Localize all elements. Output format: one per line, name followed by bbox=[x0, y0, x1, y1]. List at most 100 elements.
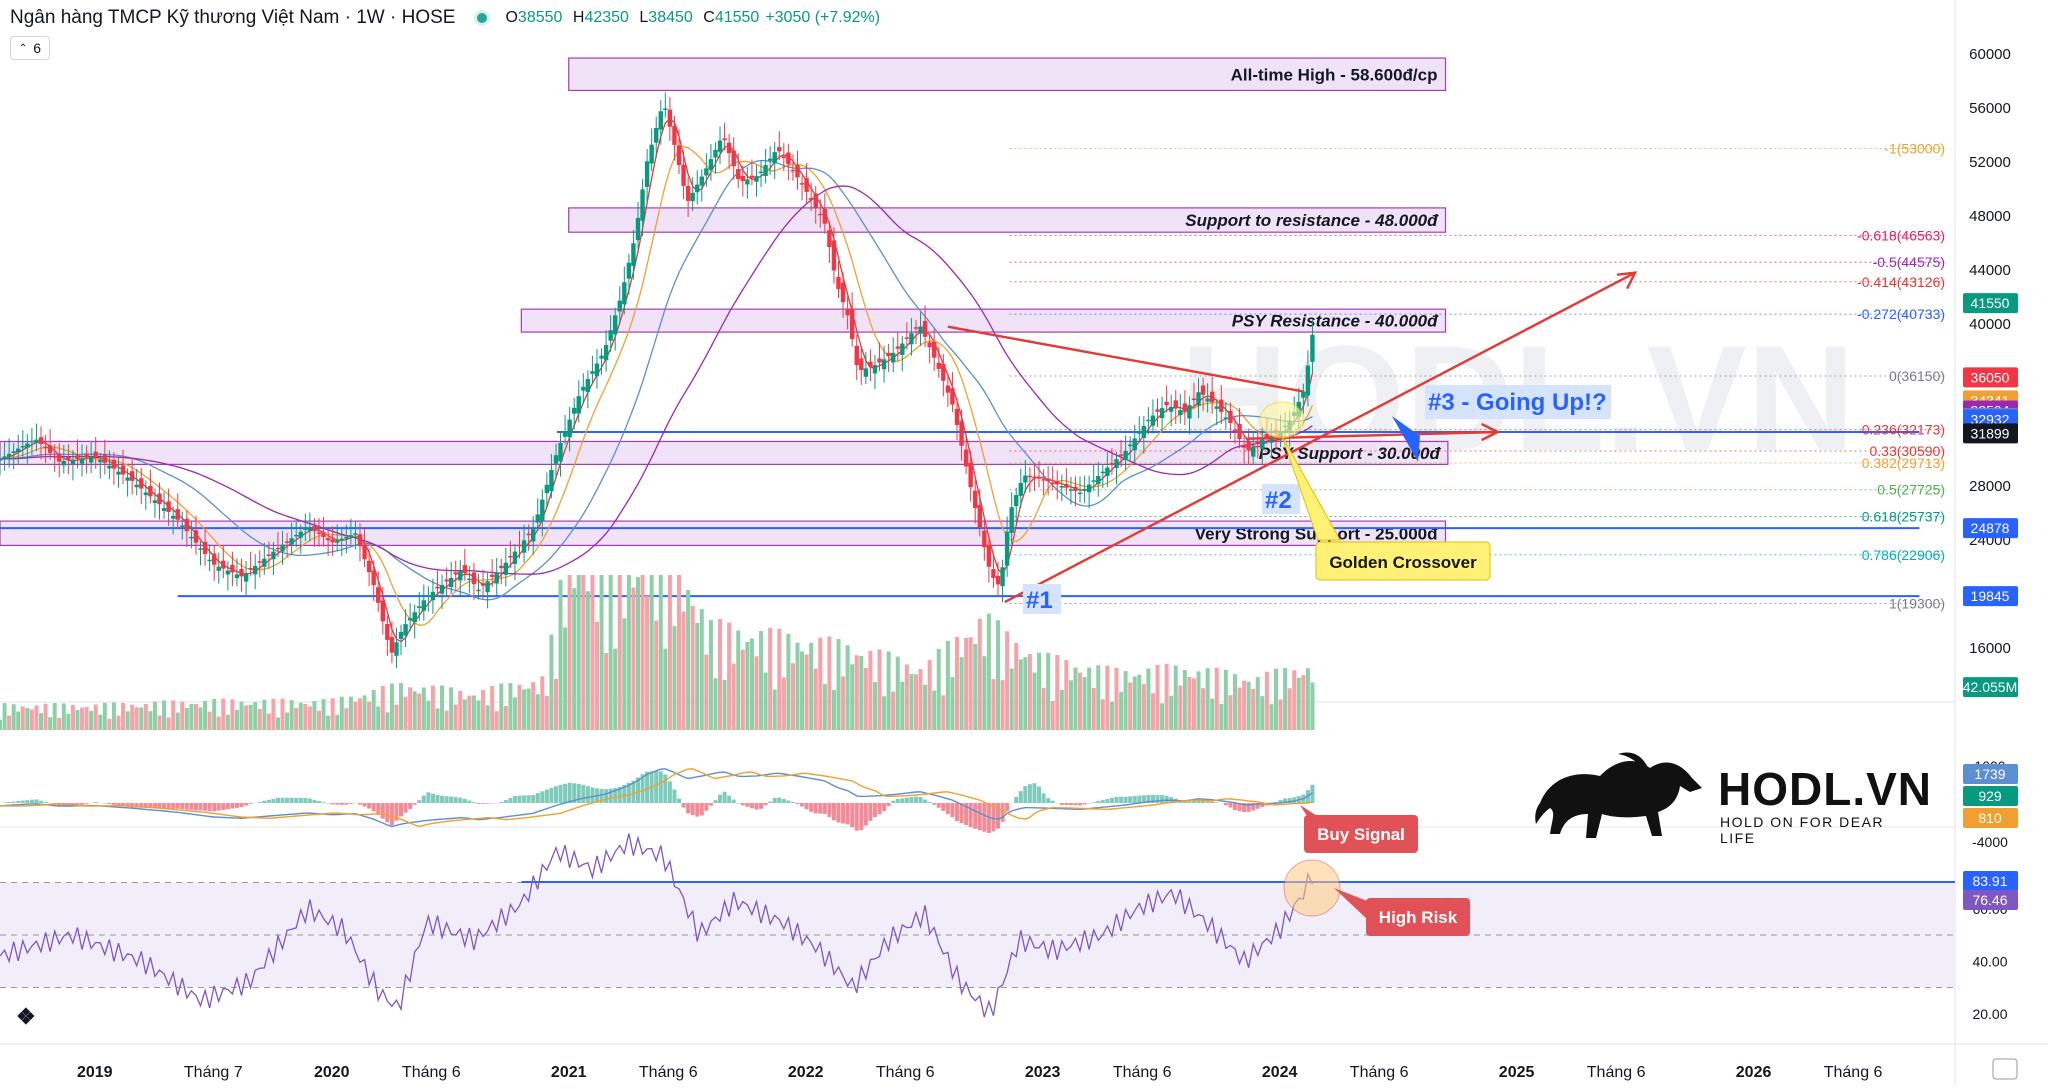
macd-histogram-bar bbox=[508, 798, 512, 803]
macd-histogram-bar bbox=[1215, 802, 1219, 803]
volume-bar bbox=[905, 664, 909, 730]
macd-histogram-bar bbox=[504, 800, 508, 803]
symbol-header: Ngân hàng TMCP Kỹ thương Việt Nam · 1W ·… bbox=[10, 6, 880, 30]
symbol-title[interactable]: Ngân hàng TMCP Kỹ thương Việt Nam · 1W ·… bbox=[10, 7, 455, 29]
volume-bar bbox=[1064, 660, 1068, 730]
candle-body bbox=[344, 537, 348, 539]
volume-bar bbox=[281, 699, 285, 730]
candle-body bbox=[289, 538, 293, 544]
macd-histogram-bar bbox=[522, 795, 526, 803]
candle-body bbox=[677, 145, 681, 165]
candle-body bbox=[1187, 405, 1191, 418]
volume-bar bbox=[121, 703, 125, 730]
candle-body bbox=[526, 534, 530, 536]
volume-bar bbox=[604, 653, 608, 730]
volume-bar bbox=[723, 680, 727, 730]
candle-body bbox=[599, 356, 603, 359]
macd-histogram-bar bbox=[1206, 801, 1210, 803]
volume-bar bbox=[1301, 675, 1305, 730]
macd-histogram-bar bbox=[258, 802, 262, 803]
candle-body bbox=[631, 243, 635, 266]
macd-histogram-bar bbox=[960, 803, 964, 823]
volume-bar bbox=[1046, 653, 1050, 730]
volume-bar bbox=[631, 588, 635, 730]
volume-bar bbox=[1174, 666, 1178, 730]
macd-histogram-bar bbox=[358, 803, 362, 805]
candle-body bbox=[809, 198, 813, 200]
x-tick-label: Tháng 6 bbox=[1350, 1064, 1409, 1081]
macd-histogram-bar bbox=[513, 796, 517, 803]
macd-histogram-bar bbox=[978, 803, 982, 830]
volume-bar bbox=[1078, 673, 1082, 730]
macd-histogram-bar bbox=[850, 803, 854, 827]
volume-bar bbox=[107, 719, 111, 730]
candle-body bbox=[814, 194, 818, 208]
volume-bar bbox=[978, 619, 982, 730]
candle-body bbox=[513, 552, 517, 564]
macd-histogram-bar bbox=[1224, 803, 1228, 805]
volume-bar bbox=[1124, 671, 1128, 730]
candle-body bbox=[66, 457, 70, 460]
candle-body bbox=[845, 309, 849, 315]
candle-body bbox=[800, 183, 804, 185]
volume-bar bbox=[559, 580, 563, 730]
candle-body bbox=[859, 358, 863, 370]
volume-bar bbox=[12, 704, 16, 730]
candle-body bbox=[98, 460, 102, 462]
candle-body bbox=[563, 431, 567, 437]
zone-label: Support to resistance - 48.000đ bbox=[1185, 211, 1439, 230]
candle-body bbox=[476, 590, 480, 592]
macd-histogram-bar bbox=[1078, 803, 1082, 805]
volume-bar bbox=[1092, 688, 1096, 730]
candle-body bbox=[1133, 438, 1137, 450]
volume-bar bbox=[545, 696, 549, 730]
macd-histogram-bar bbox=[199, 803, 203, 810]
candle-body bbox=[376, 587, 380, 603]
candle-body bbox=[321, 533, 325, 537]
macd-histogram-bar bbox=[80, 803, 84, 805]
volume-bar bbox=[244, 706, 248, 730]
volume-bar bbox=[791, 663, 795, 730]
tradingview-logo-icon[interactable]: ❖ bbox=[16, 1004, 36, 1030]
macd-histogram-bar bbox=[335, 803, 339, 805]
x-tick-label: 2025 bbox=[1499, 1064, 1535, 1081]
volume-bar bbox=[1010, 668, 1014, 730]
fib-label: -0.272(40733) bbox=[1857, 306, 1945, 322]
macd-value: 810 bbox=[1978, 810, 2002, 826]
volume-bar bbox=[1274, 669, 1278, 730]
candle-body bbox=[818, 214, 822, 216]
macd-histogram-bar bbox=[185, 803, 189, 809]
candle-body bbox=[1032, 477, 1036, 479]
candle-body bbox=[932, 342, 936, 358]
indicator-collapse-button[interactable]: ⌃ 6 bbox=[10, 36, 50, 60]
candle-body bbox=[180, 525, 184, 527]
candle-body bbox=[595, 363, 599, 376]
volume-bar bbox=[846, 645, 850, 730]
volume-bar bbox=[1224, 670, 1228, 730]
macd-histogram-bar bbox=[1119, 797, 1123, 803]
macd-histogram-bar bbox=[741, 803, 745, 805]
volume-bar bbox=[919, 669, 923, 730]
candle-body bbox=[590, 371, 594, 374]
volume-bar bbox=[937, 649, 941, 730]
volume-bar bbox=[868, 651, 872, 730]
candle-body bbox=[112, 460, 116, 469]
volume-bar bbox=[1228, 695, 1232, 730]
candle-body bbox=[622, 282, 626, 304]
candle-body bbox=[668, 110, 672, 127]
candle-body bbox=[645, 161, 649, 187]
volume-bar bbox=[1005, 631, 1009, 730]
macd-histogram-bar bbox=[1083, 803, 1087, 804]
ma-xlong-line bbox=[0, 186, 1312, 574]
x-tick-label: Tháng 6 bbox=[1113, 1064, 1172, 1081]
macd-histogram-bar bbox=[1133, 796, 1137, 803]
volume-bar bbox=[208, 712, 212, 730]
macd-histogram-bar bbox=[855, 803, 859, 831]
volume-bar bbox=[736, 631, 740, 730]
macd-histogram-bar bbox=[996, 803, 1000, 829]
candle-body bbox=[731, 150, 735, 166]
candle-body bbox=[412, 612, 416, 622]
candle-body bbox=[1092, 480, 1096, 482]
